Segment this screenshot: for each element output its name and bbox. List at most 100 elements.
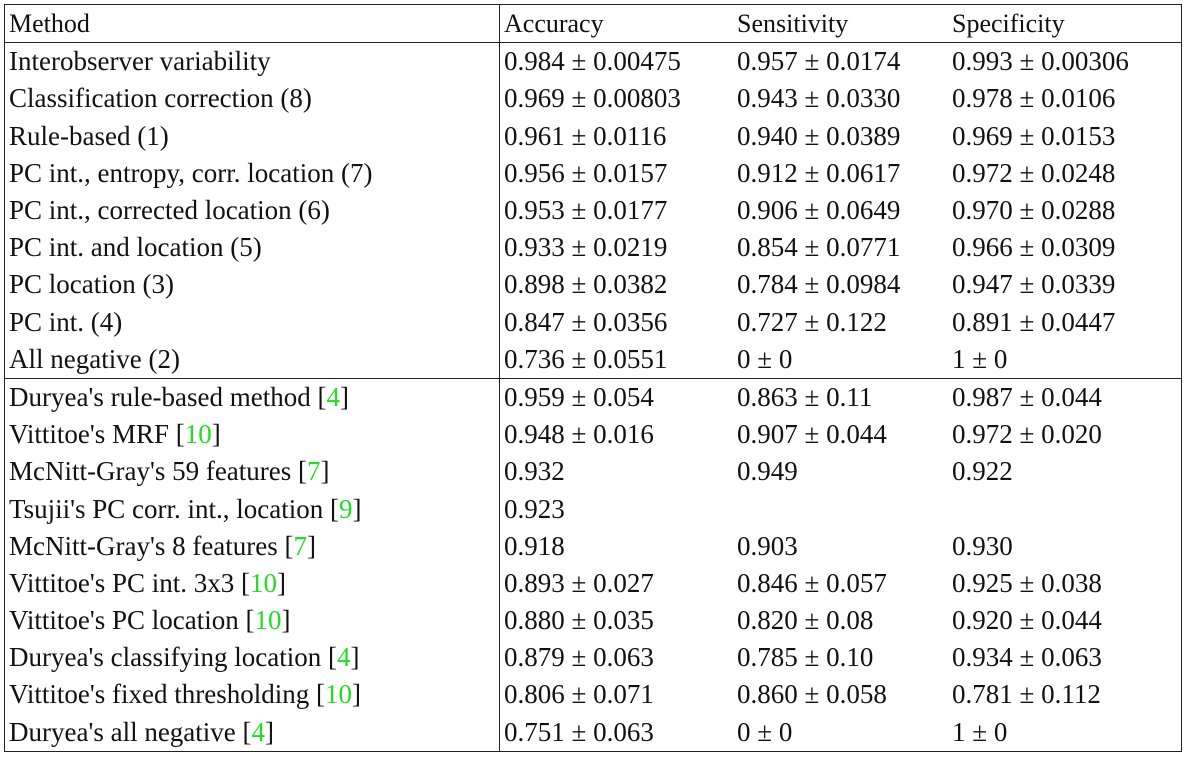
metric-cell: 0.784 ± 0.0984 [737,269,901,300]
metric-cell: 0.957 ± 0.0174 [737,46,901,77]
metric-cell: 0.966 ± 0.0309 [952,232,1116,263]
metric-cell: 0 ± 0 [737,716,793,747]
method-cell: Classification correction (8) [4,80,500,118]
table-row: Classification correction (8) 0.969 ± 0.0… [4,80,1182,118]
metric-cell: 0.932 [504,456,565,487]
metric-cell: 0.923 [504,493,565,524]
table-row: Tsujii's PC corr. int., location [9] 0.92… [4,490,1182,528]
method-cell: PC location (3) [4,266,500,304]
metric-cell: 0.953 ± 0.0177 [504,195,668,226]
method-cell: All negative (2) [4,340,500,379]
results-table: Method Accuracy Sensitivity Specificity Int… [4,4,1182,752]
header-row: Method Accuracy Sensitivity Specificity [4,4,1182,43]
metric-cell: 0.940 ± 0.0389 [737,120,901,151]
method-cell: Rule-based (1) [4,117,500,155]
method-cell: Duryea's classifying location [4] [4,639,500,677]
method-cell: PC int. (4) [4,303,500,341]
method-cell: McNitt-Gray's 59 features [7] [4,453,500,491]
metric-cell: 0.781 ± 0.112 [952,679,1101,710]
table-row: Duryea's rule-based method [4] 0.959 ± 0.… [4,378,1182,417]
metric-cell: 0.920 ± 0.044 [952,605,1102,636]
column-header: Specificity [952,8,1065,38]
table-row: McNitt-Gray's 59 features [7] 0.932 0.949 0… [4,453,1182,491]
citation: 10 [184,419,212,450]
metric-cell: 0.972 ± 0.020 [952,419,1102,450]
metric-cell: 0.947 ± 0.0339 [952,269,1116,300]
table-row: All negative (2) 0.736 ± 0.0551 0 ± 0 1 ± 0 [4,340,1182,379]
metric-cell: 0.906 ± 0.0649 [737,195,901,226]
method-cell: Vittitoe's PC int. 3x3 [10] [4,564,500,602]
metric-cell: 0.898 ± 0.0382 [504,269,668,300]
method-cell: Vittitoe's PC location [10] [4,602,500,640]
table-row: Vittitoe's PC int. 3x3 [10] 0.893 ± 0.027… [4,564,1182,602]
column-header: Sensitivity [737,8,849,38]
metric-cell: 1 ± 0 [952,716,1008,747]
table-row: PC int., corrected location (6) 0.953 ± 0… [4,191,1182,230]
metric-cell: 1 ± 0 [952,343,1008,374]
metric-cell: 0.933 ± 0.0219 [504,232,668,263]
column-header: Accuracy [504,8,604,38]
metric-cell: 0.969 ± 0.00803 [504,83,681,114]
table-row: Duryea's all negative [4] 0.751 ± 0.063 0 … [4,713,1182,752]
metric-cell: 0.727 ± 0.122 [737,306,887,337]
method-cell: Duryea's all negative [4] [4,713,500,752]
citation: 7 [293,530,308,561]
method-cell: Interobserver variability [4,42,500,81]
method-cell: PC int. and location (5) [4,229,500,267]
citation: 7 [307,456,321,487]
metric-cell: 0.918 [504,530,565,561]
metric-cell: 0.891 ± 0.0447 [952,306,1116,337]
metric-cell: 0.984 ± 0.00475 [504,46,681,77]
table-row: Vittitoe's fixed thresholding [10] 0.806 … [4,676,1182,714]
citation: 10 [324,679,352,710]
method-cell: Tsujii's PC corr. int., location [9] [4,490,500,528]
metric-cell: 0.956 ± 0.0157 [504,157,668,188]
table-row: Vittitoe's MRF [10] 0.948 ± 0.016 0.907 ± … [4,416,1182,454]
metric-cell: 0.948 ± 0.016 [504,419,654,450]
citation: 10 [254,605,282,636]
metric-cell: 0.925 ± 0.038 [952,567,1102,598]
citation: 10 [250,567,278,598]
metric-cell: 0.880 ± 0.035 [504,605,654,636]
metric-cell [733,490,948,527]
metric-cell: 0.934 ± 0.063 [952,642,1102,673]
metric-cell: 0.820 ± 0.08 [737,605,874,636]
metric-cell: 0.854 ± 0.0771 [737,232,901,263]
metric-cell: 0.987 ± 0.044 [952,381,1102,412]
metric-cell: 0.970 ± 0.0288 [952,195,1116,226]
metric-cell: 0.930 [952,530,1013,561]
metric-cell: 0 ± 0 [737,343,793,374]
method-cell: PC int., entropy, corr. location (7) [4,154,500,192]
table-row: Rule-based (1) 0.961 ± 0.0116 0.940 ± 0.03… [4,117,1182,155]
metric-cell: 0.860 ± 0.058 [737,679,887,710]
citation: 4 [337,642,351,673]
metric-cell: 0.993 ± 0.00306 [952,46,1129,77]
table-row: PC int. (4) 0.847 ± 0.0356 0.727 ± 0.122 0.… [4,303,1182,341]
metric-cell: 0.949 [737,456,798,487]
method-cell: PC int., corrected location (6) [4,191,500,230]
metric-cell: 0.863 ± 0.11 [737,381,873,412]
metric-cell: 0.959 ± 0.054 [504,381,654,412]
metric-cell: 0.972 ± 0.0248 [952,157,1116,188]
metric-cell: 0.847 ± 0.0356 [504,306,668,337]
table-row: McNitt-Gray's 8 features [7] 0.918 0.903 0.… [4,527,1182,565]
citation: 9 [338,493,353,524]
metric-cell: 0.846 ± 0.057 [737,567,887,598]
metric-cell: 0.961 ± 0.0116 [504,120,667,151]
table-row: PC location (3) 0.898 ± 0.0382 0.784 ± 0.0… [4,266,1182,304]
metric-cell: 0.879 ± 0.063 [504,642,654,673]
citation: 4 [326,381,341,412]
metric-cell: 0.751 ± 0.063 [504,716,654,747]
metric-cell: 0.907 ± 0.044 [737,419,887,450]
table-row: Duryea's classifying location [4] 0.879 ±… [4,639,1182,677]
metric-cell: 0.943 ± 0.0330 [737,83,901,114]
citation: 4 [251,716,266,747]
method-cell: Vittitoe's fixed thresholding [10] [4,676,500,714]
metric-cell: 0.903 [737,530,798,561]
metric-cell: 0.893 ± 0.027 [504,567,654,598]
metric-cell: 0.969 ± 0.0153 [952,120,1116,151]
metric-cell: 0.785 ± 0.10 [737,642,874,673]
metric-cell: 0.978 ± 0.0106 [952,83,1116,114]
metric-cell: 0.806 ± 0.071 [504,679,654,710]
